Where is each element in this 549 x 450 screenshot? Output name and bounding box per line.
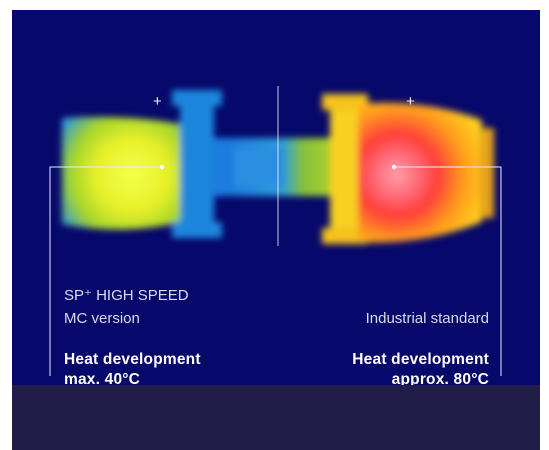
right-heat-title: Heat development	[352, 351, 489, 368]
right-plus-marker: +	[406, 93, 415, 110]
left-leader-line	[49, 166, 162, 376]
right-product-label: Industrial standard	[366, 307, 489, 330]
right-heat-value: approx. 80°C	[391, 371, 489, 388]
right-leader-line	[394, 166, 502, 376]
left-product-name: SP⁺ HIGH SPEED	[64, 287, 189, 304]
right-product-name: Industrial standard	[365, 310, 489, 327]
right-hotspot-dot	[391, 164, 397, 170]
right-heat-info: Heat development approx. 80°C	[352, 350, 489, 390]
left-heat-title: Heat development	[64, 351, 201, 368]
left-product-variant: MC version	[64, 310, 140, 327]
footer-band	[12, 385, 540, 450]
left-heat-info: Heat development max. 40°C	[64, 350, 201, 390]
left-hotspot-dot	[159, 164, 165, 170]
thermal-image: + +	[49, 86, 502, 376]
thermal-comparison-panel: + + SP⁺ HIGH SPEED MC version Industrial…	[12, 10, 540, 450]
left-heat-value: max. 40°C	[64, 371, 141, 388]
left-product-label: SP⁺ HIGH SPEED MC version	[64, 284, 189, 330]
left-plus-marker: +	[153, 93, 162, 110]
